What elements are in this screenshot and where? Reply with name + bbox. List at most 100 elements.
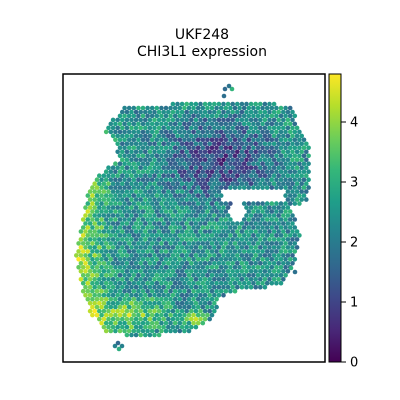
spot-point bbox=[278, 217, 284, 222]
spot-point bbox=[131, 273, 137, 278]
spot-point bbox=[248, 245, 254, 250]
spot-point bbox=[267, 213, 272, 218]
spot-point bbox=[87, 245, 93, 250]
spot-point bbox=[290, 253, 295, 258]
spot-point bbox=[133, 133, 139, 139]
spot-point bbox=[202, 133, 208, 139]
spot-point bbox=[108, 273, 114, 278]
spot-point bbox=[92, 221, 97, 226]
spot-point bbox=[202, 300, 208, 306]
spot-point bbox=[207, 245, 212, 250]
spot-point bbox=[235, 101, 240, 107]
spot-point bbox=[143, 253, 148, 258]
spot-point bbox=[175, 109, 180, 115]
spot-point bbox=[122, 257, 127, 262]
spot-point bbox=[267, 101, 272, 107]
spot-point bbox=[264, 249, 270, 254]
spot-point bbox=[159, 177, 164, 182]
spot-point bbox=[212, 300, 217, 306]
spot-point bbox=[198, 189, 203, 194]
spot-point bbox=[143, 197, 148, 202]
spot-point bbox=[212, 109, 217, 115]
spot-point bbox=[110, 277, 116, 282]
spot-point bbox=[239, 133, 245, 139]
spot-point bbox=[94, 193, 100, 198]
spot-point bbox=[251, 265, 256, 270]
spot-point bbox=[154, 328, 160, 334]
spot-point bbox=[214, 153, 219, 159]
spot-point bbox=[184, 245, 189, 250]
spot-point bbox=[212, 197, 217, 202]
spot-point bbox=[264, 113, 270, 119]
spot-point bbox=[138, 261, 143, 266]
spot-point bbox=[225, 109, 231, 115]
spot-point bbox=[205, 177, 210, 182]
spot-point bbox=[191, 217, 196, 222]
spot-point bbox=[124, 117, 130, 123]
spot-point bbox=[186, 257, 192, 262]
spot-point bbox=[126, 169, 132, 174]
spot-point bbox=[283, 225, 288, 230]
spot-point bbox=[281, 237, 286, 242]
spot-point bbox=[106, 237, 111, 242]
spot-point bbox=[175, 261, 180, 266]
spot-point bbox=[149, 241, 155, 246]
spot-point bbox=[99, 273, 104, 278]
spot-point bbox=[108, 304, 114, 310]
spot-point bbox=[205, 185, 210, 190]
spot-point bbox=[108, 241, 114, 246]
spot-point bbox=[129, 197, 134, 202]
spot-point bbox=[113, 304, 118, 310]
spot-point bbox=[159, 217, 164, 222]
spot-point bbox=[287, 129, 293, 135]
spot-point bbox=[133, 197, 139, 202]
spot-point bbox=[147, 141, 153, 147]
spot-point bbox=[287, 217, 293, 222]
spot-point bbox=[182, 185, 187, 190]
spot-point bbox=[163, 249, 169, 254]
spot-point bbox=[126, 129, 132, 135]
spot-point bbox=[126, 257, 132, 262]
spot-point bbox=[99, 280, 104, 286]
spot-point bbox=[200, 105, 206, 111]
spot-point bbox=[209, 105, 215, 111]
spot-point bbox=[260, 161, 265, 166]
spot-point bbox=[152, 109, 157, 115]
spot-point bbox=[140, 121, 146, 127]
spot-point bbox=[122, 137, 127, 143]
spot-point bbox=[140, 201, 146, 206]
spot-point bbox=[161, 269, 166, 274]
spot-point bbox=[159, 273, 164, 278]
spot-point bbox=[138, 284, 143, 290]
spot-point bbox=[285, 237, 291, 242]
spot-point bbox=[149, 312, 155, 318]
spot-point bbox=[232, 273, 238, 278]
spot-point bbox=[113, 312, 118, 318]
spot-point bbox=[106, 125, 111, 131]
spot-point bbox=[281, 117, 286, 123]
spot-point bbox=[120, 300, 125, 306]
spot-point bbox=[175, 117, 180, 123]
spot-point bbox=[116, 346, 122, 352]
spot-point bbox=[189, 213, 194, 218]
spot-point bbox=[214, 121, 219, 127]
spot-point bbox=[267, 165, 272, 170]
spot-point bbox=[274, 280, 279, 286]
spot-point bbox=[248, 253, 254, 258]
spot-point bbox=[216, 292, 222, 298]
spot-point bbox=[92, 253, 97, 258]
spot-point bbox=[156, 253, 162, 258]
spot-point bbox=[138, 237, 143, 242]
spot-point bbox=[140, 177, 146, 182]
spot-point bbox=[152, 245, 157, 250]
spot-point bbox=[209, 304, 215, 310]
spot-point bbox=[207, 237, 212, 242]
spot-point bbox=[138, 269, 143, 274]
spot-point bbox=[258, 269, 263, 274]
spot-point bbox=[147, 237, 153, 242]
spot-point bbox=[301, 161, 307, 166]
spot-point bbox=[152, 173, 157, 178]
spot-point bbox=[156, 292, 162, 298]
spot-point bbox=[200, 225, 206, 230]
